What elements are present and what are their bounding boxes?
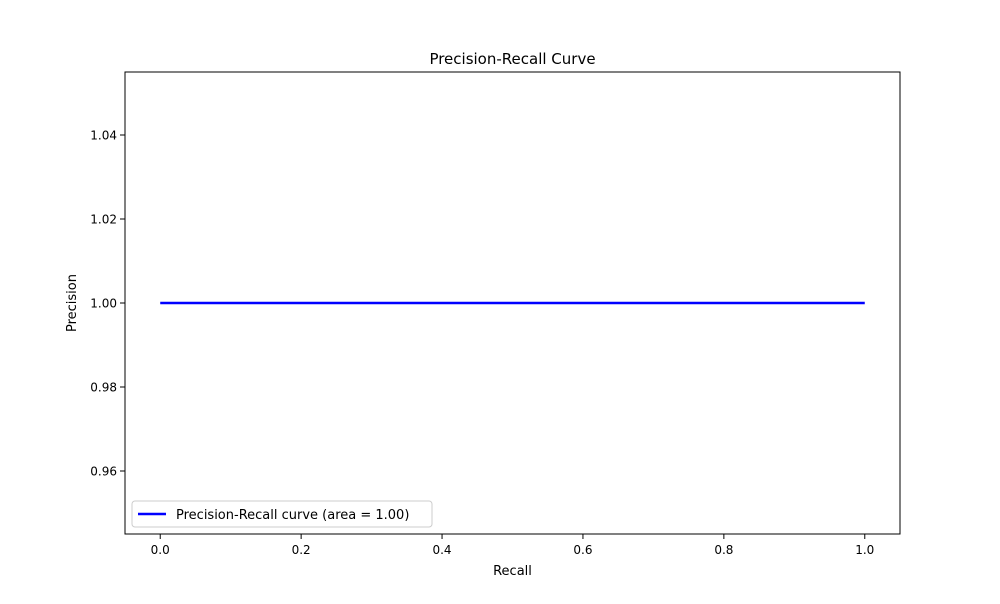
x-tick-label: 0.8 <box>714 543 733 557</box>
y-axis-label: Precision <box>65 274 80 332</box>
x-tick-label: 0.2 <box>292 543 311 557</box>
legend-box <box>131 500 433 528</box>
x-tick-label: 0.4 <box>432 543 451 557</box>
x-axis-label: Recall <box>493 564 532 579</box>
y-tick-label: 1.02 <box>90 213 117 227</box>
y-axis-ticks: 0.96 0.98 1.00 1.02 1.04 <box>90 129 125 479</box>
x-tick-label: 0.6 <box>573 543 592 557</box>
chart-title: Precision-Recall Curve <box>429 50 595 68</box>
x-tick-label: 0.0 <box>151 543 170 557</box>
y-tick-label: 0.96 <box>90 465 117 479</box>
legend: Precision-Recall curve (area = 1.00) <box>131 500 433 528</box>
y-tick-label: 1.00 <box>90 297 117 311</box>
x-tick-label: 1.0 <box>855 543 874 557</box>
legend-entry-label: Precision-Recall curve (area = 1.00) <box>176 508 409 523</box>
y-tick-label: 0.98 <box>90 381 117 395</box>
y-tick-label: 1.04 <box>90 129 117 143</box>
x-axis-ticks: 0.0 0.2 0.4 0.6 0.8 1.0 <box>151 534 874 557</box>
